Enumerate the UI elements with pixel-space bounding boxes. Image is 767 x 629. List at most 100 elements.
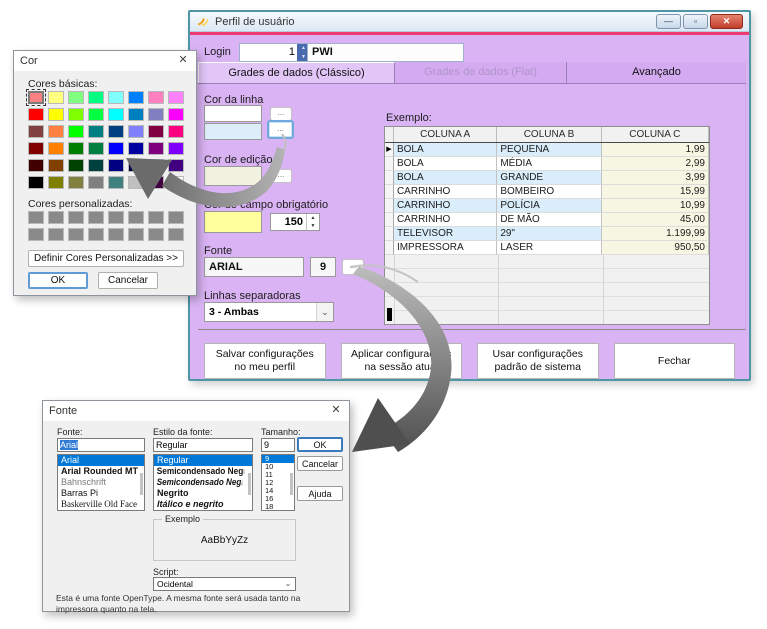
cell-coluna-a[interactable]: BOLA: [393, 157, 498, 171]
color-swatch[interactable]: [48, 108, 64, 121]
color-swatch[interactable]: [128, 125, 144, 138]
scrollbar[interactable]: [248, 473, 251, 495]
custom-color-swatch[interactable]: [28, 211, 44, 224]
style-list-item[interactable]: Regular: [154, 455, 252, 466]
table-row[interactable]: CARRINHO POLÍCIA 10,99: [385, 199, 709, 213]
table-row[interactable]: CARRINHO DE MÃO 45,00: [385, 213, 709, 227]
cell-coluna-a[interactable]: TELEVISOR: [393, 227, 498, 241]
color-swatch[interactable]: [28, 176, 44, 189]
cell-coluna-a[interactable]: IMPRESSORA: [393, 241, 498, 255]
size-list-item[interactable]: 9: [262, 455, 294, 463]
cor-edicao-browse-button[interactable]: ...: [270, 169, 292, 183]
table-row[interactable]: BOLA GRANDE 3,99: [385, 171, 709, 185]
color-swatch[interactable]: [68, 125, 84, 138]
color-swatch[interactable]: [108, 125, 124, 138]
custom-color-swatch[interactable]: [148, 228, 164, 241]
color-swatch[interactable]: [68, 142, 84, 155]
help-button[interactable]: Ajuda: [297, 486, 343, 501]
color-swatch[interactable]: [88, 159, 104, 172]
font-list-item[interactable]: Baskerville Old Face: [61, 499, 137, 509]
color-swatch[interactable]: [28, 108, 44, 121]
color-swatch[interactable]: [48, 142, 64, 155]
color-swatch[interactable]: [108, 159, 124, 172]
action-button[interactable]: Fechar: [613, 343, 735, 379]
action-button[interactable]: Usar configurações padrão de sistema: [477, 343, 599, 379]
tab-item[interactable]: Avançado: [567, 62, 746, 83]
cell-coluna-b[interactable]: BOMBEIRO: [497, 185, 602, 199]
cell-coluna-c[interactable]: 950,50: [601, 241, 709, 255]
style-list-item[interactable]: Semicondensado Negrito Itál.: [156, 477, 243, 487]
close-icon[interactable]: ✕: [710, 14, 743, 29]
linhas-separadoras-select[interactable]: 3 - Ambas ⌄: [204, 302, 334, 322]
color-swatch[interactable]: [148, 142, 164, 155]
custom-color-swatch[interactable]: [128, 211, 144, 224]
cell-coluna-c[interactable]: 10,99: [601, 199, 709, 213]
style-input[interactable]: Regular: [153, 438, 253, 452]
color-swatch[interactable]: [148, 125, 164, 138]
tab-item[interactable]: Grades de dados (Flat): [395, 62, 567, 83]
color-swatch[interactable]: [168, 142, 184, 155]
font-list-item[interactable]: Bahnschrift: [61, 477, 107, 487]
size-list-item[interactable]: 16: [265, 495, 274, 503]
color-swatch[interactable]: [48, 91, 64, 104]
color-swatch[interactable]: [48, 125, 64, 138]
custom-color-swatch[interactable]: [168, 228, 184, 241]
color-swatch[interactable]: [128, 142, 144, 155]
color-swatch[interactable]: [68, 176, 84, 189]
cell-coluna-a[interactable]: CARRINHO: [393, 199, 498, 213]
table-row[interactable]: ▶ BOLA PEQUENA 1,99: [385, 143, 709, 157]
login-name-field[interactable]: PWI: [307, 43, 464, 62]
color-swatch[interactable]: [88, 176, 104, 189]
color-swatch[interactable]: [88, 125, 104, 138]
color-swatch[interactable]: [148, 91, 164, 104]
color-swatch[interactable]: [68, 108, 84, 121]
fonte-size-field[interactable]: 9: [310, 257, 336, 277]
color-swatch[interactable]: [88, 91, 104, 104]
table-row[interactable]: IMPRESSORA LASER 950,50: [385, 241, 709, 255]
custom-color-swatch[interactable]: [28, 228, 44, 241]
cancel-button[interactable]: Cancelar: [297, 456, 343, 471]
color-swatch[interactable]: [68, 91, 84, 104]
cell-coluna-a[interactable]: CARRINHO: [393, 185, 498, 199]
cell-coluna-a[interactable]: BOLA: [393, 171, 498, 185]
cell-coluna-b[interactable]: PEQUENA: [497, 143, 602, 157]
cell-coluna-b[interactable]: 29": [497, 227, 602, 241]
ok-button[interactable]: OK: [28, 272, 88, 289]
ok-button[interactable]: OK: [297, 437, 343, 452]
login-id-spinner[interactable]: 1 ▲ ▼: [239, 43, 311, 62]
custom-color-swatch[interactable]: [88, 211, 104, 224]
size-list-item[interactable]: 18: [265, 503, 274, 511]
size-list-item[interactable]: 11: [265, 471, 273, 479]
cell-coluna-b[interactable]: POLÍCIA: [497, 199, 602, 213]
color-swatch[interactable]: [108, 142, 124, 155]
color-swatch[interactable]: [26, 89, 46, 106]
perfil-titlebar[interactable]: Perfil de usuário — ▫ ✕: [190, 12, 749, 32]
cor-linha-browse-2-button[interactable]: ...: [267, 120, 294, 139]
color-swatch[interactable]: [108, 176, 124, 189]
color-swatch[interactable]: [168, 176, 184, 189]
cell-coluna-b[interactable]: LASER: [497, 241, 602, 255]
custom-color-swatch[interactable]: [48, 211, 64, 224]
minimize-icon[interactable]: —: [656, 14, 681, 29]
cell-coluna-a[interactable]: CARRINHO: [393, 213, 498, 227]
style-list-item[interactable]: Itálico e negrito: [157, 499, 224, 509]
font-input[interactable]: Arial: [57, 438, 145, 452]
cancel-button[interactable]: Cancelar: [98, 272, 158, 289]
script-select[interactable]: Ocidental ⌄: [153, 577, 296, 591]
custom-color-swatch[interactable]: [168, 211, 184, 224]
cell-coluna-c[interactable]: 15,99: [601, 185, 709, 199]
cell-coluna-b[interactable]: MÉDIA: [497, 157, 602, 171]
color-swatch[interactable]: [68, 159, 84, 172]
custom-color-swatch[interactable]: [108, 228, 124, 241]
font-list-item[interactable]: Arial: [58, 455, 144, 466]
close-icon[interactable]: ✕: [331, 404, 341, 416]
custom-color-swatch[interactable]: [108, 211, 124, 224]
style-list-item[interactable]: Negrito: [157, 488, 189, 498]
color-swatch[interactable]: [128, 108, 144, 121]
fonte-family-field[interactable]: ARIAL: [204, 257, 304, 277]
color-swatch[interactable]: [128, 91, 144, 104]
scrollbar[interactable]: [290, 473, 293, 495]
size-input[interactable]: 9: [261, 438, 295, 452]
size-list-item[interactable]: 12: [265, 479, 274, 487]
color-swatch[interactable]: [148, 176, 164, 189]
